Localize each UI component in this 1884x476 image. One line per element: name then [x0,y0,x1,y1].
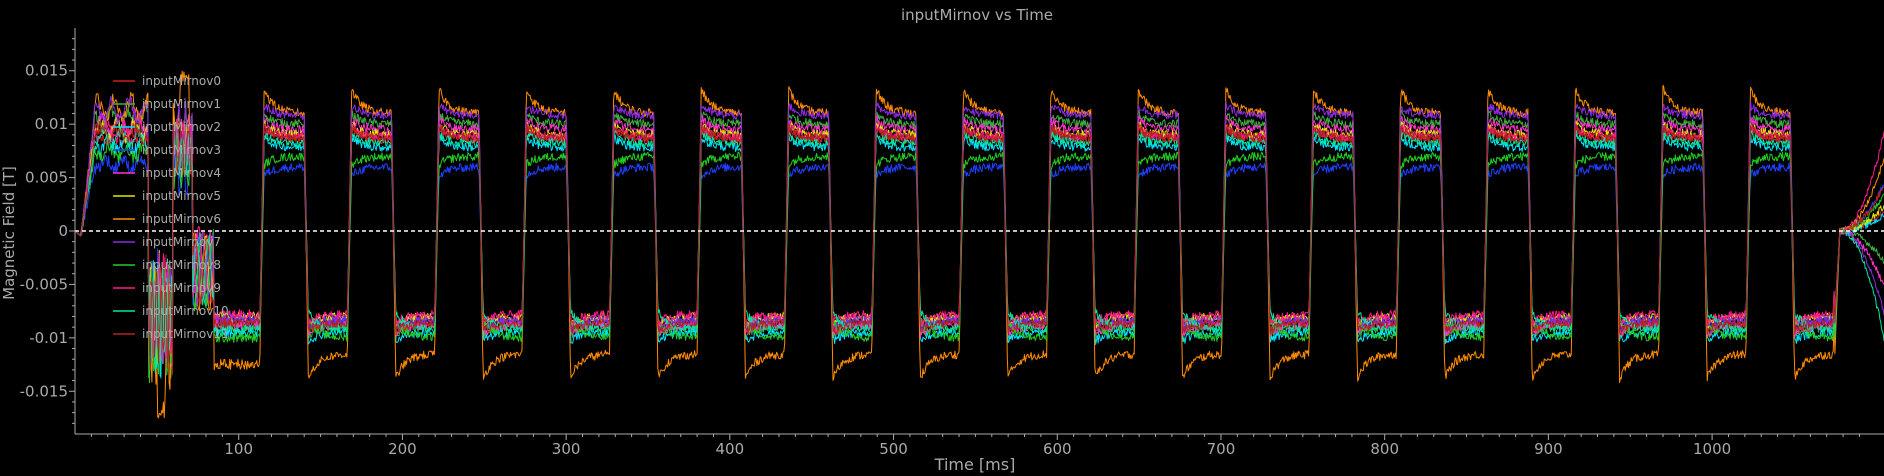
y-tick-label: 0.015 [25,62,68,80]
legend-label: inputMirnov10 [142,304,229,318]
y-tick-label: -0.005 [20,275,68,293]
legend-label: inputMirnov4 [142,166,221,180]
y-tick-label: 0 [58,222,68,240]
legend-label: inputMirnov9 [142,281,221,295]
legend-label: inputMirnov5 [142,189,221,203]
x-tick-label: 900 [1534,440,1563,458]
x-tick-label: 300 [552,440,581,458]
x-axis-label: Time [ms] [934,455,1016,474]
legend-label: inputMirnov6 [142,212,221,226]
x-tick-label: 800 [1370,440,1399,458]
y-tick-label: 0.005 [25,169,68,187]
y-tick-label: 0.01 [35,115,68,133]
legend-label: inputMirnov1 [142,97,221,111]
x-tick-label: 400 [716,440,745,458]
x-tick-label: 200 [388,440,417,458]
chart-title: inputMirnov vs Time [901,6,1053,24]
legend-label: inputMirnov8 [142,258,221,272]
x-tick-label: 700 [1207,440,1236,458]
legend-label: inputMirnov2 [142,120,221,134]
y-axis-label: Magnetic Field [T] [0,166,18,300]
x-tick-label: 100 [224,440,253,458]
x-tick-label: 600 [1043,440,1072,458]
legend-label: inputMirnov3 [142,143,221,157]
legend-label: inputMirnov11 [142,327,229,341]
legend-label: inputMirnov7 [142,235,221,249]
x-tick-label: 1000 [1693,440,1731,458]
y-tick-label: -0.015 [20,382,68,400]
y-tick-label: -0.01 [29,329,68,347]
legend-label: inputMirnov0 [142,74,221,88]
x-tick-label: 500 [879,440,908,458]
